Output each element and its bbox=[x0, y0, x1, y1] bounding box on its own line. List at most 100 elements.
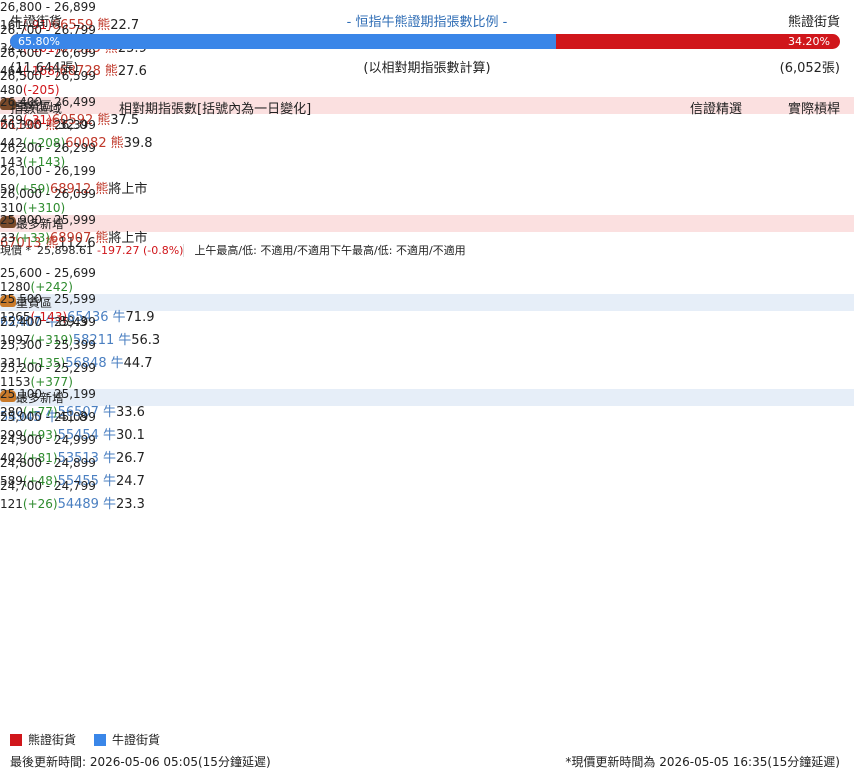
change: (+33) bbox=[15, 231, 50, 245]
row: 25,200 - 25,299 1153(+377) 最多新增 54945 牛41.8 bbox=[0, 361, 854, 425]
tag-icon bbox=[0, 295, 16, 307]
row: 26,200 - 26,299 143(+143) bbox=[0, 141, 854, 169]
unit: 熊 bbox=[104, 64, 118, 79]
row: 26,800 - 26,899 161(-91)66559 熊22.7 bbox=[0, 0, 854, 33]
unit: 熊 bbox=[97, 18, 111, 33]
unit: 牛 bbox=[102, 428, 116, 443]
count-label: 442(+208) bbox=[0, 136, 65, 150]
leverage: 23.3 bbox=[115, 497, 145, 512]
footer-left: 最後更新時間: 2026-05-06 05:05(15分鐘延遲) bbox=[10, 755, 271, 769]
bear-total: (6,052張) bbox=[779, 61, 840, 76]
change: (+26) bbox=[22, 497, 58, 511]
count: 464 bbox=[0, 64, 23, 78]
code: 68728 bbox=[59, 64, 101, 79]
unit: 牛 bbox=[102, 405, 116, 420]
tag-text: 重貨區 bbox=[16, 99, 53, 113]
unit: 牛 bbox=[102, 497, 116, 512]
row: 24,900 - 24,999 402(+81)53513 牛26.7 bbox=[0, 433, 854, 466]
leverage: 32.0 bbox=[58, 118, 88, 133]
count-label: 310(+310) bbox=[0, 201, 65, 215]
leverage: 24.7 bbox=[115, 474, 145, 489]
product: 56507 牛 bbox=[58, 405, 116, 420]
change: (+81) bbox=[22, 451, 58, 465]
price: 現價 * 25,898.61 -197.27 (-0.8%) bbox=[0, 244, 183, 257]
count: 299 bbox=[0, 428, 23, 442]
tag: 最多新增 bbox=[0, 215, 854, 232]
leverage: 將上市 bbox=[108, 231, 148, 246]
legend-swatch bbox=[94, 733, 107, 746]
bear-label: 熊證街貨 bbox=[787, 15, 840, 30]
row: 25,400 - 25,499 1097(+319)58211 牛56.3 bbox=[0, 315, 854, 348]
count-label: 589(+48) bbox=[0, 474, 58, 488]
code: 56848 bbox=[65, 356, 107, 371]
unit: 牛 bbox=[45, 315, 59, 330]
change: (+242) bbox=[30, 280, 73, 294]
bull-ratio bbox=[10, 34, 557, 49]
range: 25,500 - 25,599 bbox=[0, 292, 96, 306]
count: 331 bbox=[0, 356, 23, 370]
count-label: 1265(-143) bbox=[0, 310, 67, 324]
change: (+377) bbox=[30, 375, 73, 389]
tag-text: 最多新增 bbox=[16, 217, 65, 231]
code: 61198 bbox=[0, 118, 42, 133]
count-label: 402(+81) bbox=[0, 451, 58, 465]
legend-swatch bbox=[10, 733, 22, 746]
change: (-91) bbox=[22, 18, 52, 32]
leverage: 89.3 bbox=[58, 315, 88, 330]
product: 58211 牛 bbox=[73, 333, 131, 348]
tag-icon bbox=[0, 390, 16, 402]
unit: 牛 bbox=[102, 451, 116, 466]
pm-range: 下午最高/低: 不適用/不適用 bbox=[330, 244, 466, 257]
range: 25,200 - 25,299 bbox=[0, 361, 96, 375]
change: (+48) bbox=[22, 474, 58, 488]
count-label: 121(+26) bbox=[0, 497, 58, 511]
change: (+59) bbox=[15, 182, 50, 196]
code: 65436 bbox=[67, 310, 109, 325]
code: 54489 bbox=[57, 497, 99, 512]
count-label: 161(-91) bbox=[0, 18, 52, 32]
count-label: 1280(+242) bbox=[0, 280, 73, 294]
row: 26,300 - 26,399 442(+208)60082 熊39.8 bbox=[0, 118, 854, 151]
product: 54945 牛 bbox=[0, 410, 58, 425]
change: (+135) bbox=[22, 356, 66, 370]
leverage: 33.6 bbox=[115, 405, 145, 420]
row: 25,900 - 25,999 33(+33)68907 熊將上市 bbox=[0, 213, 854, 246]
leverage: 37.5 bbox=[110, 113, 140, 128]
leverage: 71.9 bbox=[125, 310, 155, 325]
count-label: 280(+77) bbox=[0, 405, 58, 419]
col-header: 實際槓桿 bbox=[787, 102, 840, 117]
legend: 熊證街貨 牛證街貨 bbox=[10, 731, 160, 748]
row: 26,500 - 26,599 480(-205) 重貨區 61198 熊32.0 bbox=[0, 69, 854, 133]
range: 26,500 - 26,599 bbox=[0, 69, 96, 83]
product: 68912 熊 bbox=[50, 182, 108, 197]
code: 68912 bbox=[49, 182, 92, 197]
unit: 牛 bbox=[110, 356, 124, 371]
code: 58211 bbox=[72, 333, 115, 348]
range: 26,600 - 26,699 bbox=[0, 46, 96, 60]
price-value: 25,898.61 bbox=[37, 244, 93, 257]
col-header: 信證精選 bbox=[690, 102, 743, 117]
product: 68728 熊 bbox=[60, 64, 118, 79]
change: (+77) bbox=[22, 405, 58, 419]
count-label: 143(+143) bbox=[0, 155, 65, 169]
unit: 牛 bbox=[112, 310, 126, 325]
count: 1265 bbox=[0, 310, 31, 324]
range: 24,800 - 24,899 bbox=[0, 456, 96, 470]
change: (+93) bbox=[22, 428, 58, 442]
price-change: -197.27 (-0.8%) bbox=[96, 244, 184, 257]
code: 66559 bbox=[51, 18, 94, 33]
product: 55454 牛 bbox=[58, 428, 116, 443]
count: 589 bbox=[0, 474, 23, 488]
product: 55455 牛 bbox=[58, 474, 116, 489]
count: 161 bbox=[0, 18, 23, 32]
count: 59 bbox=[0, 182, 16, 196]
product: 60592 熊 bbox=[52, 113, 110, 128]
row: 26,400 - 26,499 429(-31)60592 熊37.5 bbox=[0, 95, 854, 128]
tag-text: 最多新增 bbox=[16, 391, 65, 405]
code: 54945 bbox=[0, 410, 42, 425]
unit: 牛 bbox=[102, 474, 116, 489]
row: 25,500 - 25,599 1265(-143)65436 牛71.9 bbox=[0, 292, 854, 325]
price-label: 現價 * bbox=[0, 244, 31, 257]
range: 26,100 - 26,199 bbox=[0, 164, 96, 178]
count-label: 299(+93) bbox=[0, 428, 58, 442]
